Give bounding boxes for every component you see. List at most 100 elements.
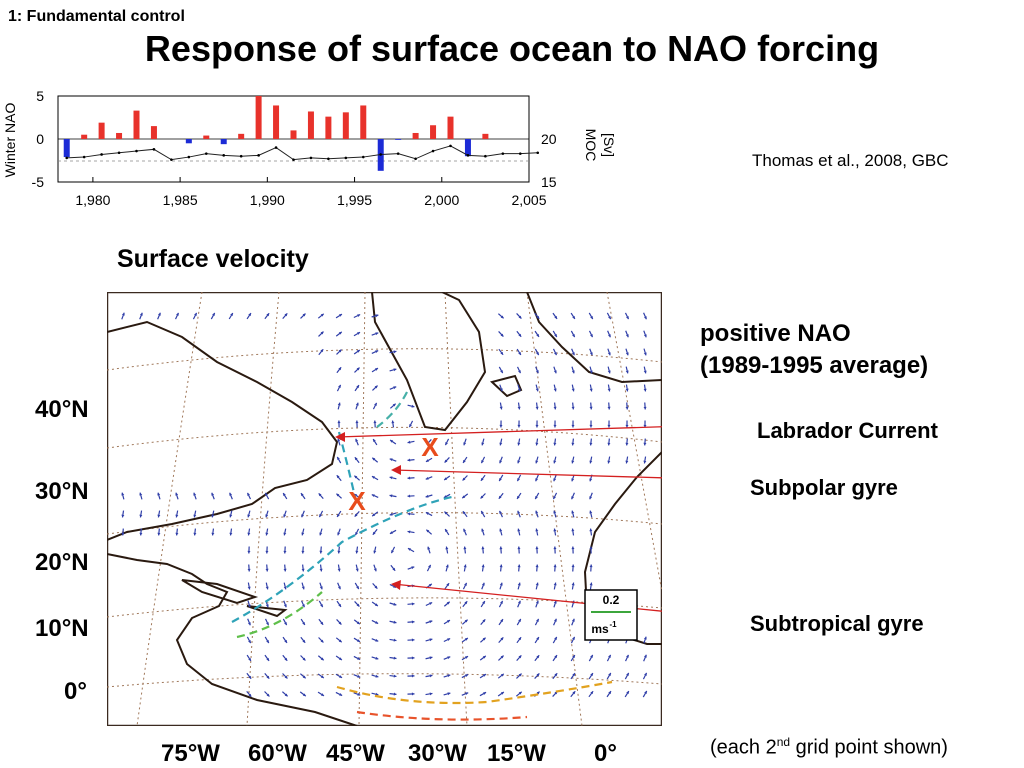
- velocity-arrowhead: [535, 388, 539, 392]
- moc-point: [327, 157, 330, 161]
- velocity-arrowhead: [284, 693, 288, 697]
- moc-point: [100, 153, 103, 156]
- velocity-arrowhead: [517, 600, 521, 604]
- velocity-arrowhead: [357, 332, 361, 335]
- footnote-post: grid point shown): [790, 736, 948, 759]
- velocity-arrowhead: [465, 692, 469, 696]
- velocity-arrowhead: [211, 492, 215, 496]
- velocity-arrowhead: [444, 477, 448, 481]
- velocity-arrowhead: [284, 313, 288, 317]
- velocity-arrowhead: [481, 528, 485, 532]
- velocity-arrowhead: [481, 510, 484, 514]
- velocity-arrowhead: [536, 691, 540, 695]
- velocity-arrowhead: [463, 546, 467, 550]
- velocity-arrowhead: [427, 546, 431, 550]
- velocity-arrowhead: [536, 333, 539, 337]
- velocity-arrowhead: [337, 568, 341, 572]
- velocity-arrowhead: [425, 459, 429, 462]
- velocity-arrowhead: [535, 564, 539, 568]
- velocity-arrowhead: [320, 693, 324, 696]
- velocity-arrowhead: [354, 457, 358, 461]
- velocity-arrowhead: [464, 601, 468, 605]
- velocity-arrowhead: [425, 512, 429, 515]
- velocity-arrowhead: [139, 532, 143, 536]
- velocity-arrowhead: [444, 459, 448, 463]
- velocity-arrowhead: [590, 334, 593, 338]
- velocity-arrowhead: [482, 655, 486, 659]
- velocity-arrowhead: [643, 654, 647, 658]
- velocity-arrowhead: [193, 532, 197, 536]
- velocity-arrowhead: [428, 564, 431, 568]
- velocity-arrowhead: [589, 406, 593, 410]
- velocity-arrowhead: [407, 548, 411, 551]
- moc-point: [257, 154, 260, 157]
- velocity-arrowhead: [608, 672, 611, 676]
- velocity-arrowhead: [643, 460, 647, 464]
- velocity-arrowhead: [625, 654, 629, 658]
- velocity-arrowhead: [462, 511, 466, 515]
- velocity-arrowhead: [589, 424, 593, 428]
- velocity-arrowhead: [517, 460, 521, 464]
- velocity-arrowhead: [139, 514, 143, 518]
- velocity-arrowhead: [375, 314, 379, 318]
- velocity-arrowhead: [211, 532, 215, 536]
- velocity-arrowhead: [446, 620, 450, 623]
- footnote-sup: nd: [776, 735, 791, 749]
- callout-arrowheads: [335, 432, 401, 590]
- map-frame: [107, 292, 662, 726]
- velocity-arrowhead: [265, 622, 269, 626]
- velocity-arrowhead: [355, 532, 358, 536]
- velocity-arrowhead: [375, 656, 379, 660]
- velocity-arrowhead: [625, 406, 629, 410]
- moc-point: [292, 158, 295, 161]
- velocity-arrowhead: [571, 528, 575, 532]
- velocity-arrowhead: [553, 406, 557, 410]
- velocity-arrowhead: [393, 656, 397, 660]
- velocity-arrowhead: [518, 618, 521, 622]
- section-title: Surface velocity: [117, 245, 309, 273]
- velocity-arrowhead: [320, 349, 324, 353]
- lon-label: 15°W: [487, 740, 546, 767]
- y-tick-label: 0: [36, 131, 44, 147]
- velocity-arrowhead: [463, 528, 467, 532]
- velocity-arrowhead: [391, 420, 395, 424]
- velocity-arrowhead: [500, 600, 503, 604]
- velocity-arrowhead: [426, 529, 430, 533]
- callout-labrador-current: Labrador Current: [757, 418, 938, 443]
- velocity-arrowhead: [320, 657, 324, 661]
- nao-bar: [412, 132, 419, 139]
- velocity-arrowhead: [590, 673, 593, 677]
- velocity-arrowhead: [429, 656, 433, 660]
- velocity-arrowhead: [392, 403, 396, 407]
- velocity-arrowhead: [535, 478, 539, 482]
- moc-point: [414, 157, 417, 161]
- velocity-arrowhead: [266, 640, 269, 644]
- nao-bar: [342, 112, 349, 139]
- velocity-arrowhead: [355, 438, 359, 442]
- velocity-arrowhead: [411, 638, 415, 642]
- velocity-arrowhead: [301, 550, 305, 554]
- velocity-arrowhead: [608, 316, 611, 320]
- velocity-arrowhead: [607, 460, 611, 464]
- velocity-arrowhead: [590, 654, 593, 658]
- moc-point: [204, 152, 208, 155]
- velocity-arrowhead: [500, 315, 504, 319]
- x-tick-label: 1,985: [163, 192, 198, 208]
- velocity-arrowhead: [284, 639, 287, 643]
- nao-bar: [81, 134, 88, 139]
- right-axis-label-moc: MOC: [583, 129, 599, 162]
- velocity-arrowhead: [375, 621, 379, 624]
- velocity-arrowhead: [357, 314, 361, 318]
- velocity-arrowhead: [247, 492, 251, 496]
- velocity-arrowhead: [247, 622, 251, 626]
- x-tick-label: 1,980: [75, 192, 110, 208]
- velocity-arrowhead: [607, 442, 611, 446]
- velocity-arrowhead: [301, 532, 305, 536]
- velocity-arrowhead: [643, 636, 647, 640]
- velocity-arrowhead: [407, 512, 411, 516]
- velocity-arrowhead: [301, 514, 305, 518]
- velocity-arrowhead: [175, 514, 179, 518]
- velocity-arrowhead: [320, 604, 323, 608]
- velocity-arrowhead: [535, 496, 538, 500]
- velocity-arrowhead: [356, 367, 360, 371]
